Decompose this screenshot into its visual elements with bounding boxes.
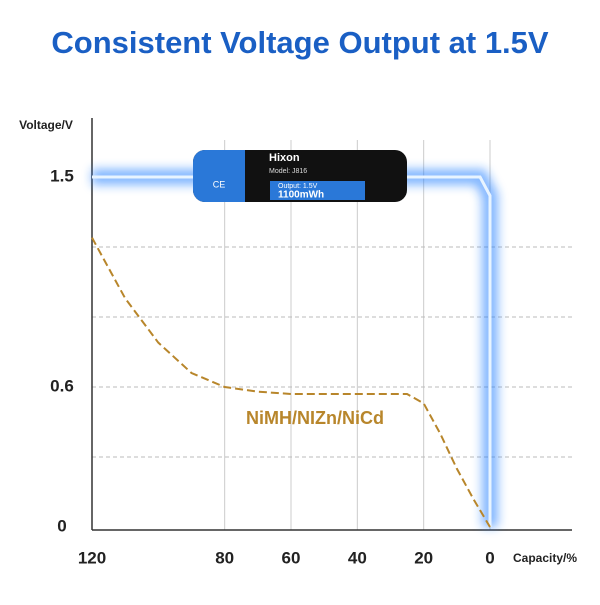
x-tick-label: 20 (414, 548, 433, 567)
y-axis-label: Voltage/V (19, 118, 73, 132)
battery-mark: CE (213, 179, 226, 189)
battery-label-band (270, 181, 365, 200)
x-tick-label: 120 (78, 548, 106, 567)
battery-energy: 1100mWh (278, 190, 324, 201)
battery-brand: Hixon (269, 152, 300, 164)
chart-title: Consistent Voltage Output at 1.5V (51, 25, 549, 60)
battery-output: Output: 1.5V (278, 183, 318, 190)
battery: Hixon Model: J816 Output: 1.5V 1100mWh C… (193, 150, 407, 202)
x-tick-label: 80 (215, 548, 234, 567)
x-tick-label: 60 (282, 548, 301, 567)
battery-model: Model: J816 (269, 168, 307, 175)
x-tick-label: 0 (485, 548, 494, 567)
battery-cap (232, 150, 245, 202)
y-tick-label: 1.5 (50, 166, 74, 185)
y-tick-label: 0.6 (50, 376, 74, 395)
series-line (91, 237, 491, 528)
x-axis-label: Capacity/% (513, 551, 577, 565)
y-tick-label: 0 (57, 516, 66, 535)
x-tick-label: 40 (348, 548, 367, 567)
series-label: NiMH/NIZn/NiCd (246, 408, 384, 428)
